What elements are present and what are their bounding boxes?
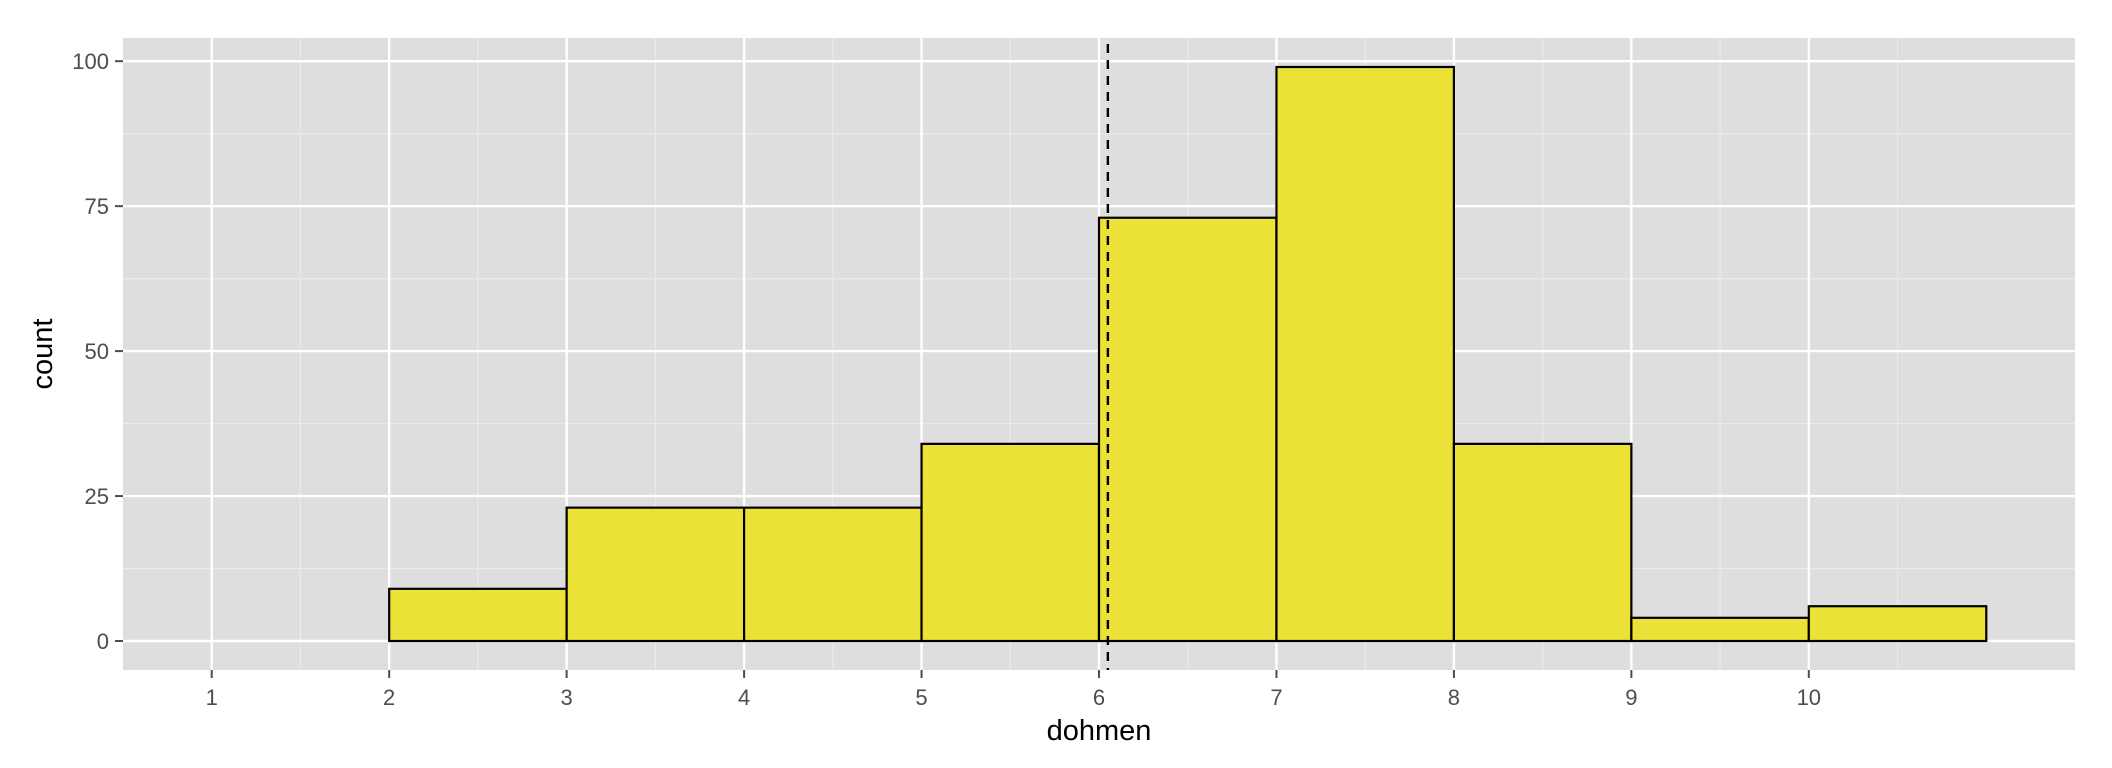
histogram-bar [565,506,746,643]
histogram-bars [388,65,1988,643]
y-tick-label: 0 [97,629,109,654]
histogram-bar [1452,442,1633,643]
x-tick-label: 2 [383,685,395,710]
x-tick-label: 8 [1448,685,1460,710]
histogram-bar [1275,65,1456,643]
x-tick-label: 3 [561,685,573,710]
histogram-bar [920,442,1101,643]
histogram-bar [388,587,568,643]
y-tick-label: 50 [85,339,109,364]
histogram-bar [1630,616,1810,643]
x-tick-label: 7 [1270,685,1282,710]
histogram-bar [1807,605,1988,643]
y-tick-label: 25 [85,484,109,509]
y-axis-title: count [27,319,59,390]
x-axis-title: dohmen [1047,715,1152,747]
x-tick-label: 9 [1625,685,1637,710]
x-tick-label: 10 [1797,685,1821,710]
x-tick-label: 6 [1093,685,1105,710]
x-tick-label: 1 [206,685,218,710]
y-tick-label: 75 [85,194,109,219]
x-tick-label: 4 [738,685,750,710]
histogram-bar [1097,216,1278,643]
y-tick-label: 100 [72,49,109,74]
histogram-bar [742,506,923,643]
x-tick-label: 5 [915,685,927,710]
